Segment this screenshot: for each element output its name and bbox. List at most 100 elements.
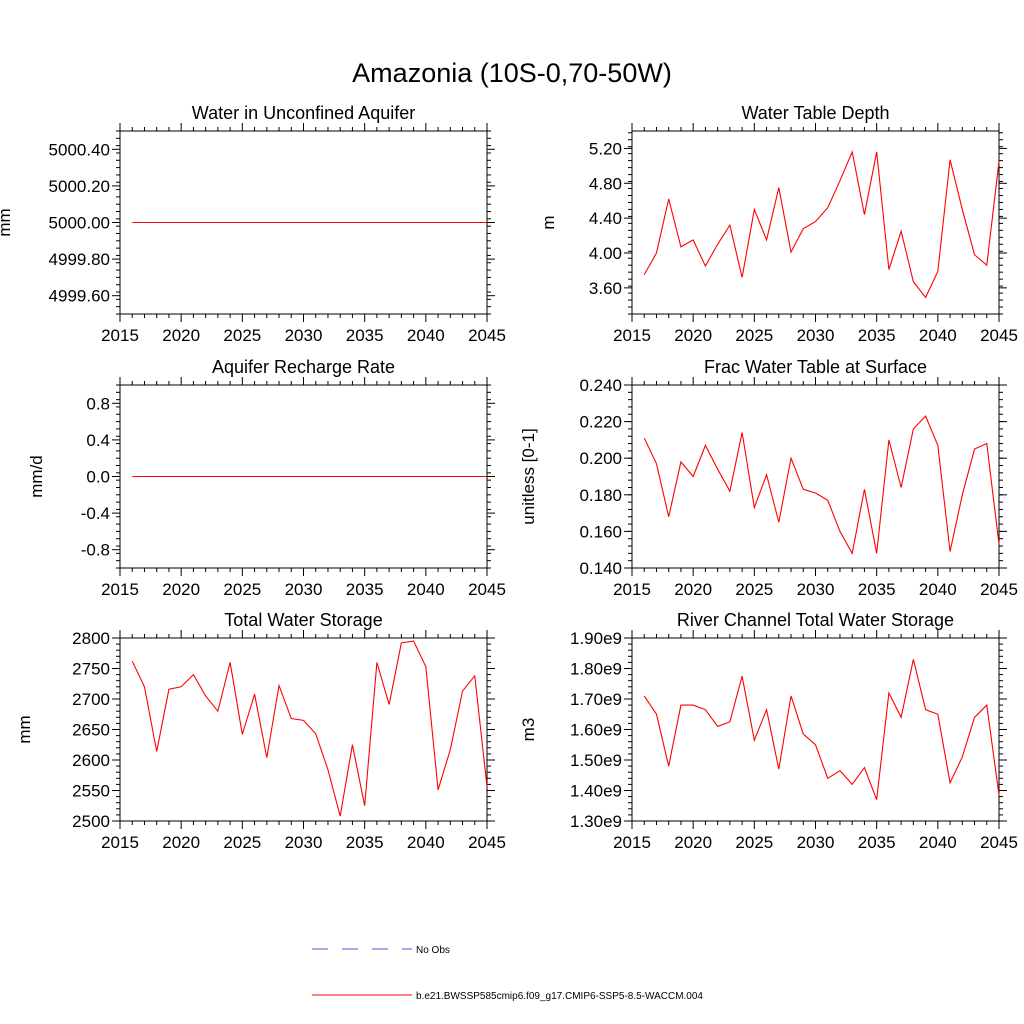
- x-tick-label: 2030: [797, 580, 835, 599]
- plot-frame: [631, 384, 1000, 569]
- x-tick-label: 2045: [980, 326, 1018, 345]
- y-tick-label: 3.60: [589, 279, 622, 298]
- y-tick-label: 0.8: [86, 394, 110, 413]
- x-tick-label: 2020: [162, 326, 200, 345]
- panel-title: Water Table Depth: [741, 103, 889, 123]
- panel-title: Total Water Storage: [224, 610, 382, 630]
- x-tick-label: 2020: [162, 833, 200, 852]
- x-tick-label: 2040: [919, 580, 957, 599]
- legend-model-label: b.e21.BWSSP585cmip6.f09_g17.CMIP6-SSP5-8…: [416, 991, 703, 1002]
- legend: No Obs b.e21.BWSSP585cmip6.f09_g17.CMIP6…: [312, 945, 703, 1002]
- x-tick-label: 2030: [285, 580, 323, 599]
- chart-panel-1: Water in Unconfined Aquifer mm 2015 2020 202…: [0, 103, 506, 345]
- y-tick-label: 5.20: [589, 139, 622, 158]
- x-tick-label: 2035: [858, 326, 896, 345]
- x-tick-label: 2025: [223, 326, 261, 345]
- x-tick-label: 2015: [101, 580, 139, 599]
- y-tick-label: 5000.20: [49, 177, 110, 196]
- y-tick-label: 2650: [72, 721, 110, 740]
- series-line: [643, 150, 1000, 299]
- y-tick-label: 2550: [72, 782, 110, 801]
- x-tick-label: 2035: [858, 833, 896, 852]
- figure-title: Amazonia (10S-0,70-50W): [352, 58, 672, 88]
- y-tick-label: 0.180: [579, 486, 622, 505]
- x-tick-label: 2015: [101, 326, 139, 345]
- plot-frame: [631, 637, 1000, 822]
- y-tick-label: 0.4: [86, 431, 110, 450]
- y-tick-label: 2800: [72, 629, 110, 648]
- y-tick-label: 5000.40: [49, 140, 110, 159]
- x-tick-label: 2035: [346, 833, 384, 852]
- x-tick-label: 2040: [407, 580, 445, 599]
- x-tick-label: 2025: [223, 833, 261, 852]
- y-tick-label: -0.8: [81, 541, 110, 560]
- x-tick-label: 2030: [285, 326, 323, 345]
- y-tick-label: 4.00: [589, 244, 622, 263]
- panel-title: River Channel Total Water Storage: [677, 610, 954, 630]
- series-line: [131, 640, 488, 817]
- x-tick-label: 2035: [346, 326, 384, 345]
- y-tick-label: 4999.80: [49, 250, 110, 269]
- x-tick-label: 2040: [919, 326, 957, 345]
- x-tick-label: 2020: [162, 580, 200, 599]
- x-tick-label: 2035: [346, 580, 384, 599]
- chart-panel-5: Total Water Storage mm 2015 2020 2025 2030 203…: [15, 610, 506, 852]
- y-tick-label: -0.4: [81, 504, 110, 523]
- chart-panel-3: Aquifer Recharge Rate mm/d 2015 2020 2025 203…: [27, 357, 506, 599]
- chart-panel-2: Water Table Depth m 2015 2020 2025 2030 2035 20…: [539, 103, 1018, 345]
- y-tick-label: 4.40: [589, 209, 622, 228]
- x-tick-label: 2045: [468, 833, 506, 852]
- chart-panel-6: River Channel Total Water Storage m3 2015 2…: [519, 610, 1018, 852]
- y-tick-label: 1.90e9: [570, 629, 622, 648]
- y-axis-label: unitless [0-1]: [519, 428, 538, 524]
- panels: Water in Unconfined Aquifer mm 2015 2020 202…: [0, 103, 1018, 852]
- y-tick-label: 1.80e9: [570, 660, 622, 679]
- x-tick-label: 2030: [285, 833, 323, 852]
- y-tick-label: 4999.60: [49, 287, 110, 306]
- y-tick-label: 0.0: [86, 468, 110, 487]
- x-tick-label: 2045: [468, 326, 506, 345]
- y-tick-label: 4.80: [589, 174, 622, 193]
- y-tick-label: 1.50e9: [570, 751, 622, 770]
- panel-title: Frac Water Table at Surface: [704, 357, 927, 377]
- x-tick-label: 2015: [613, 833, 651, 852]
- y-axis-label: m3: [519, 718, 538, 742]
- x-tick-label: 2045: [468, 580, 506, 599]
- chart-panel-4: Frac Water Table at Surface unitless [0-1…: [519, 357, 1018, 599]
- panel-title: Water in Unconfined Aquifer: [192, 103, 415, 123]
- x-tick-label: 2035: [858, 580, 896, 599]
- y-tick-label: 0.160: [579, 522, 622, 541]
- x-tick-label: 2030: [797, 326, 835, 345]
- y-axis-label: m: [539, 215, 558, 229]
- y-tick-label: 1.60e9: [570, 721, 622, 740]
- y-axis-label: mm/d: [27, 455, 46, 498]
- x-tick-label: 2040: [919, 833, 957, 852]
- y-tick-label: 1.70e9: [570, 690, 622, 709]
- y-tick-label: 0.220: [579, 413, 622, 432]
- y-tick-label: 0.140: [579, 559, 622, 578]
- x-tick-label: 2030: [797, 833, 835, 852]
- y-axis-label: mm: [15, 715, 34, 743]
- y-tick-label: 0.240: [579, 376, 622, 395]
- x-tick-label: 2025: [735, 326, 773, 345]
- y-tick-label: 5000.00: [49, 214, 110, 233]
- x-tick-label: 2020: [674, 326, 712, 345]
- x-tick-label: 2020: [674, 833, 712, 852]
- y-tick-label: 2600: [72, 751, 110, 770]
- x-tick-label: 2020: [674, 580, 712, 599]
- y-tick-label: 2750: [72, 660, 110, 679]
- x-tick-label: 2015: [101, 833, 139, 852]
- x-tick-label: 2015: [613, 580, 651, 599]
- plot-frame: [631, 130, 1000, 315]
- x-tick-label: 2025: [735, 833, 773, 852]
- y-tick-label: 1.40e9: [570, 782, 622, 801]
- y-tick-label: 2500: [72, 812, 110, 831]
- series-line: [643, 659, 1000, 800]
- x-tick-label: 2025: [735, 580, 773, 599]
- y-axis-label: mm: [0, 208, 14, 236]
- x-tick-label: 2025: [223, 580, 261, 599]
- x-tick-label: 2040: [407, 833, 445, 852]
- panel-title: Aquifer Recharge Rate: [212, 357, 395, 377]
- x-tick-label: 2040: [407, 326, 445, 345]
